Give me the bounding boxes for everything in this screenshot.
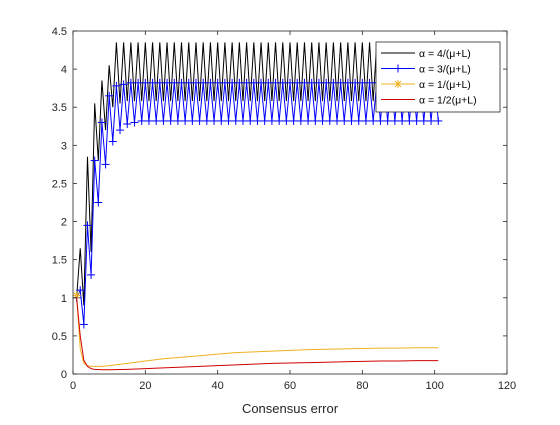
series-2-marker xyxy=(394,80,402,88)
legend-label: α = 1/2(μ+L) xyxy=(419,95,477,107)
y-tick-label: 1 xyxy=(61,293,67,305)
legend-label: α = 3/(μ+L) xyxy=(419,64,471,76)
x-tick-label: 40 xyxy=(212,380,224,392)
y-tick-label: 3.5 xyxy=(52,102,67,114)
axes-layer: 0 20 40 60 80 100 120 0 0.5 1 1.5 2 2.5 3 3.5 4 4.5 xyxy=(52,26,516,392)
series-3-line xyxy=(76,297,439,371)
series-2-line xyxy=(76,295,439,367)
series-3 xyxy=(76,297,439,371)
y-tick-label: 4 xyxy=(61,64,67,76)
legend-entry: α = 4/(μ+L) xyxy=(381,48,471,60)
y-tick-label: 3 xyxy=(61,140,67,152)
legend: α = 4/(μ+L) α = 3/(μ+L) α = 1/(μ+L) α = 1/2… xyxy=(375,41,501,113)
y-tick-label: 2 xyxy=(61,217,67,229)
marker-stroke xyxy=(394,80,402,88)
x-tick-label: 80 xyxy=(356,380,368,392)
y-tick-label: 1.5 xyxy=(52,255,67,267)
series-1 xyxy=(72,78,443,329)
legend-entry: α = 3/(μ+L) xyxy=(381,64,471,76)
x-tick-label: 0 xyxy=(70,380,76,392)
y-tick-label: 4.5 xyxy=(52,26,67,38)
legend-label: α = 4/(μ+L) xyxy=(419,48,471,60)
y-tick-label: 0.5 xyxy=(52,331,67,343)
legend-entry: α = 1/2(μ+L) xyxy=(381,95,477,107)
legend-entry: α = 1/(μ+L) xyxy=(381,79,471,91)
y-tick-label: 2.5 xyxy=(52,178,67,190)
x-axis-label: Consensus error xyxy=(242,401,339,416)
x-tick-label: 20 xyxy=(139,380,151,392)
x-tick-label: 60 xyxy=(284,380,296,392)
y-tick-label: 0 xyxy=(61,369,67,381)
legend-label: α = 1/(μ+L) xyxy=(419,79,471,91)
legend-box xyxy=(375,41,501,113)
series-layer xyxy=(72,42,443,371)
x-tick-label: 120 xyxy=(498,380,516,392)
x-tick-label: 100 xyxy=(425,380,443,392)
